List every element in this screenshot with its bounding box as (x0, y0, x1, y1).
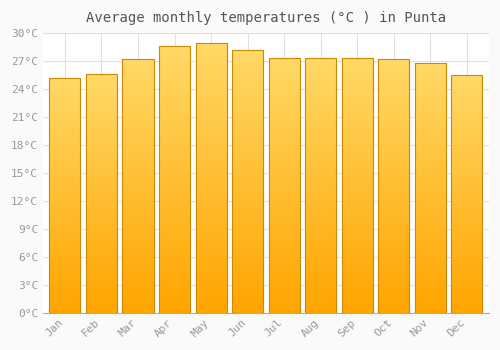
Bar (378, 59, 410, 313)
Bar (86, 74, 117, 313)
Bar (232, 50, 263, 313)
Bar (305, 58, 336, 313)
Bar (50, 78, 80, 313)
Bar (268, 58, 300, 313)
Bar (122, 59, 154, 313)
Bar (159, 46, 190, 313)
Bar (342, 58, 373, 313)
Bar (415, 63, 446, 313)
Title: Average monthly temperatures (°C ) in Punta: Average monthly temperatures (°C ) in Pu… (86, 11, 446, 25)
Bar (196, 43, 226, 313)
Bar (452, 75, 482, 313)
